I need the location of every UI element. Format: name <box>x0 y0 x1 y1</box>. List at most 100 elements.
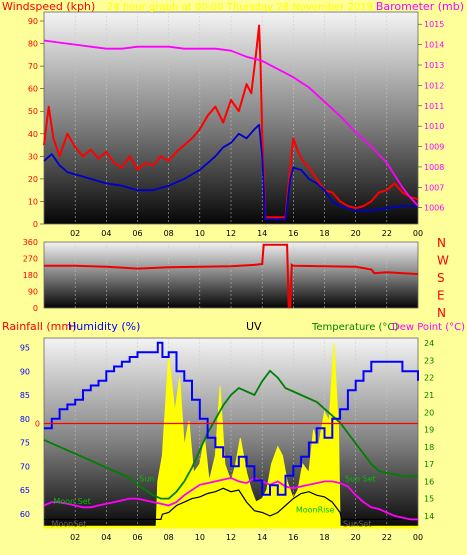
humidity-tick-label: 75 <box>20 439 30 448</box>
wind-baro-x-tick-labels: 02 04 06 08 10 12 14 16 18 20 22 00 <box>70 229 423 238</box>
direction-tick-label: 360 <box>23 238 38 247</box>
temperature-tick-label: 23 <box>424 356 434 365</box>
humidity-tick-label: 90 <box>20 367 30 376</box>
x-tick-label: 02 <box>70 229 80 238</box>
x-tick-label: 00 <box>413 229 423 238</box>
windspeed-tick-label: 90 <box>28 17 38 26</box>
temperature-tick-label: 19 <box>424 426 434 435</box>
windspeed-tick-label: 40 <box>28 130 38 139</box>
x-tick-label: 04 <box>101 229 111 238</box>
humidity-tick-label: 65 <box>20 486 30 495</box>
x-tick-label: 20 <box>351 533 361 542</box>
rainfall-axis-label: Rainfall (mm) <box>2 320 76 333</box>
barometer-tick-label: 1011 <box>424 102 444 111</box>
barometer-tick-label: 1007 <box>424 183 444 192</box>
barometer-axis-label: Barometer (mb) <box>376 0 464 13</box>
barometer-tick-label: 1014 <box>424 41 444 50</box>
windspeed-tick-label: 10 <box>28 197 38 206</box>
direction-series <box>44 243 419 309</box>
windspeed-tick-label: 20 <box>28 175 38 184</box>
direction-tick-label: 180 <box>23 271 38 280</box>
barometer-tick-label: 1008 <box>424 163 444 172</box>
x-tick-label: 06 <box>132 229 142 238</box>
uv-axis-label: UV <box>246 320 262 333</box>
x-tick-label: 06 <box>132 533 142 542</box>
x-tick-label: 16 <box>288 533 298 542</box>
temperature-tick-label: 17 <box>424 460 434 469</box>
temperature-tick-label: 21 <box>424 391 434 400</box>
compass-letter: N <box>437 306 446 320</box>
temperature-axis-label: Temperature (°C) <box>311 322 398 333</box>
direction-tick-labels: 360 270 180 90 0 <box>23 238 38 313</box>
sun-moon-annotations: Moon Set MoonSet Sun Sun Set SunSet MoonRise <box>51 474 375 528</box>
temperature-tick-labels: 24 23 22 21 20 19 18 17 16 15 14 <box>424 339 434 521</box>
temperature-tick-label: 14 <box>424 512 434 521</box>
windspeed-tick-label: 80 <box>28 40 38 49</box>
sun-moon-annotation: MoonRise <box>296 505 335 514</box>
x-tick-label: 16 <box>288 229 298 238</box>
temperature-tick-label: 15 <box>424 495 434 504</box>
x-tick-label: 18 <box>319 229 329 238</box>
windspeed-axis-label: Windspeed (kph) <box>2 0 95 13</box>
solar-series-line <box>44 487 418 521</box>
rain-tick-label: 0 <box>35 420 40 429</box>
temperature-series-line <box>43 369 418 500</box>
x-tick-label: 22 <box>382 229 392 238</box>
x-tick-label: 10 <box>195 229 205 238</box>
x-tick-label: 14 <box>257 533 267 542</box>
x-tick-label: 12 <box>226 533 236 542</box>
humidity-tick-label: 60 <box>20 510 30 519</box>
windspeed-tick-label: 0 <box>33 220 38 229</box>
x-tick-label: 22 <box>382 533 392 542</box>
windspeed-tick-label: 70 <box>28 62 38 71</box>
windspeed-tick-label: 30 <box>28 152 38 161</box>
x-tick-label: 08 <box>164 229 174 238</box>
temperature-tick-label: 20 <box>424 408 434 417</box>
direction-gridlines <box>74 242 388 308</box>
x-tick-label: 04 <box>101 533 111 542</box>
dew_point-series-line <box>43 476 418 521</box>
direction-series-line <box>44 243 419 309</box>
average-series-line <box>43 123 418 221</box>
windspeed-tick-label: 60 <box>28 85 38 94</box>
humidity-axis-label: Humidity (%) <box>68 320 140 333</box>
x-tick-label: 02 <box>70 533 80 542</box>
wind-baro-series <box>43 24 419 221</box>
humidity-series-line <box>44 341 419 496</box>
x-tick-label: 10 <box>195 533 205 542</box>
temperature-tick-label: 16 <box>424 477 434 486</box>
temperature-tick-label: 24 <box>424 339 434 348</box>
barometer-tick-label: 1012 <box>424 81 444 90</box>
humidity-tick-label: 95 <box>20 344 30 353</box>
compass-letter: S <box>437 271 445 285</box>
barometer-series-line <box>43 39 419 207</box>
windspeed-tick-labels: 90 80 70 60 50 40 30 20 10 0 <box>28 17 44 229</box>
compass-letter: E <box>437 289 445 303</box>
sun-moon-annotation: Sun Set <box>345 474 376 483</box>
gust-series-line <box>43 24 419 219</box>
temperature-tick-label: 22 <box>424 374 434 383</box>
windspeed-tick-label: 50 <box>28 107 38 116</box>
barometer-tick-label: 1013 <box>424 61 444 70</box>
rain-hum-series <box>43 341 419 529</box>
dew-point-axis-label: Dew Point (°C) <box>392 322 465 333</box>
x-tick-label: 00 <box>413 533 423 542</box>
direction-tick-label: 270 <box>23 255 38 264</box>
sun-moon-annotation: Moon Set <box>53 497 90 506</box>
x-tick-label: 20 <box>351 229 361 238</box>
humidity-tick-label: 80 <box>20 415 30 424</box>
temperature-tick-label: 18 <box>424 443 434 452</box>
humidity-tick-label: 85 <box>20 391 30 400</box>
x-tick-label: 08 <box>164 533 174 542</box>
barometer-tick-labels: 1015 1014 1013 1012 1011 1010 1009 1008 1007 1006 <box>418 20 444 213</box>
direction-tick-label: 90 <box>28 288 38 297</box>
compass-letter: N <box>437 236 446 250</box>
humidity-tick-label: 70 <box>20 462 30 471</box>
direction-tick-label: 0 <box>33 304 38 313</box>
sun-moon-annotation: MoonSet <box>51 519 86 528</box>
